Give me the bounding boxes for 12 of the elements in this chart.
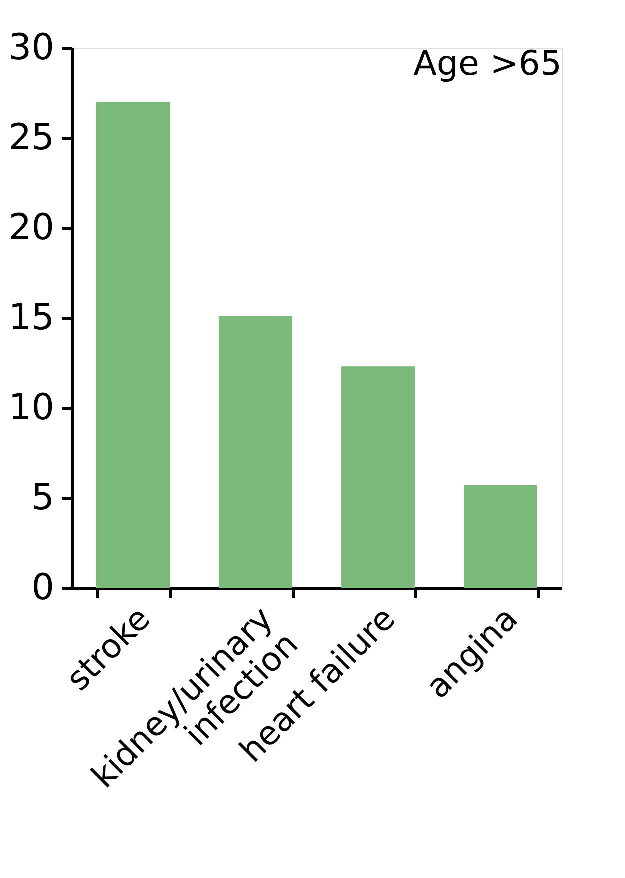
y-tick-label: 30 (8, 28, 54, 68)
y-tick-label: 20 (8, 208, 54, 248)
bar (219, 316, 292, 588)
bar (342, 366, 415, 588)
y-tick-label: 10 (8, 388, 54, 428)
y-tick-label: 0 (32, 568, 54, 608)
annotation: Age >65 (414, 44, 562, 84)
bar (464, 485, 538, 588)
y-tick-label: 5 (32, 478, 54, 518)
y-tick-label: 15 (8, 298, 54, 338)
y-tick-label: 25 (8, 118, 54, 158)
bar (96, 102, 170, 588)
